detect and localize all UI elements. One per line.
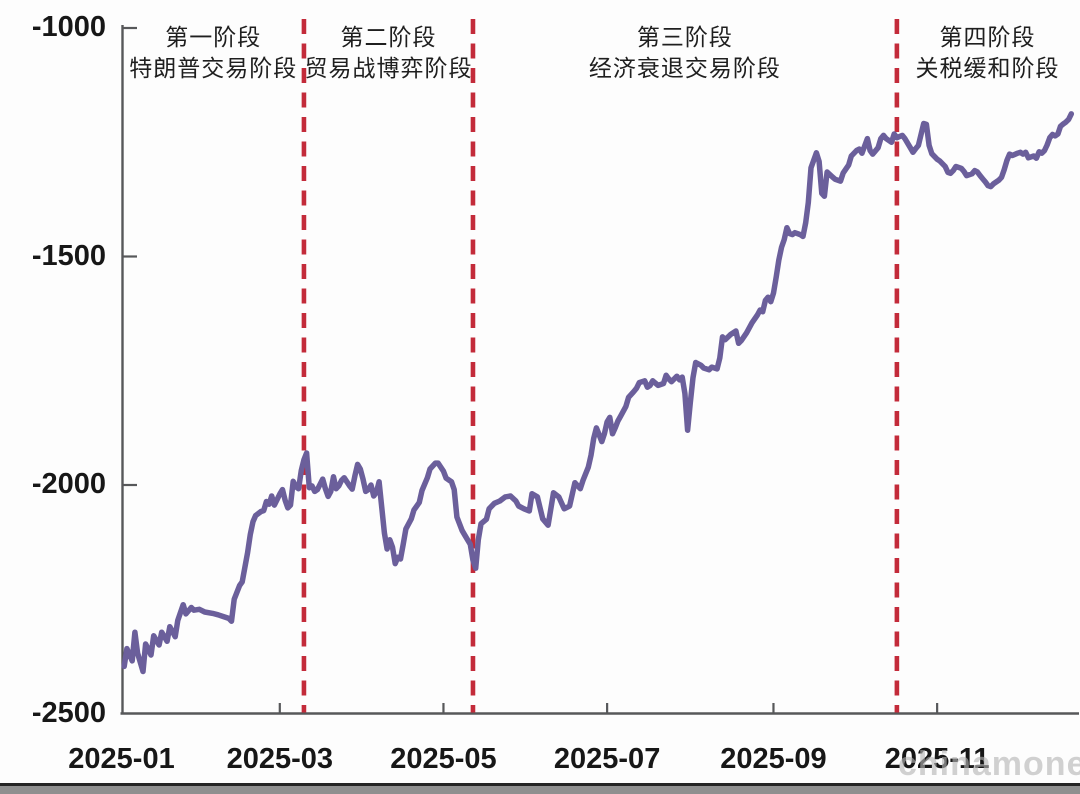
phase-label: 第三阶段经济衰退交易阶段 bbox=[589, 22, 781, 84]
x-axis-tick-label: 2025-01 bbox=[68, 743, 175, 775]
x-axis-tick-label: 2025-07 bbox=[553, 743, 661, 775]
phase-subtitle: 关税缓和阶段 bbox=[915, 56, 1060, 81]
phase-label: 第四阶段关税缓和阶段 bbox=[915, 22, 1059, 84]
y-axis-tick-label: -1500 bbox=[31, 239, 106, 272]
phase-subtitle: 特朗普交易阶段 bbox=[129, 56, 298, 81]
data-series-line bbox=[121, 111, 1075, 675]
phase-subtitle: 经济衰退交易阶段 bbox=[588, 56, 781, 81]
x-axis-tick-label: 2025-09 bbox=[720, 743, 827, 775]
phase-title: 第一阶段 bbox=[165, 25, 262, 50]
y-axis-tick-label: -2500 bbox=[31, 696, 106, 729]
phase-title: 第二阶段 bbox=[340, 25, 437, 50]
phase-label: 第二阶段贸易战博弈阶段 bbox=[304, 22, 472, 84]
watermark-text: chinamoney bbox=[898, 745, 1080, 783]
phase-title: 第四阶段 bbox=[939, 25, 1036, 50]
phase-title: 第三阶段 bbox=[636, 25, 733, 50]
phase-subtitle: 贸易战博弈阶段 bbox=[304, 56, 473, 81]
bottom-border-strip bbox=[0, 786, 1080, 794]
bottom-border-line bbox=[0, 783, 1080, 786]
y-axis-tick-label: -1000 bbox=[31, 11, 106, 43]
y-axis-tick-label: -2000 bbox=[31, 468, 106, 500]
x-axis-tick-label: 2025-11 bbox=[884, 743, 990, 775]
x-axis-tick-label: 2025-05 bbox=[390, 743, 497, 775]
phase-label: 第一阶段特朗普交易阶段 bbox=[129, 22, 297, 84]
x-axis-tick-label: 2025-03 bbox=[226, 743, 334, 775]
